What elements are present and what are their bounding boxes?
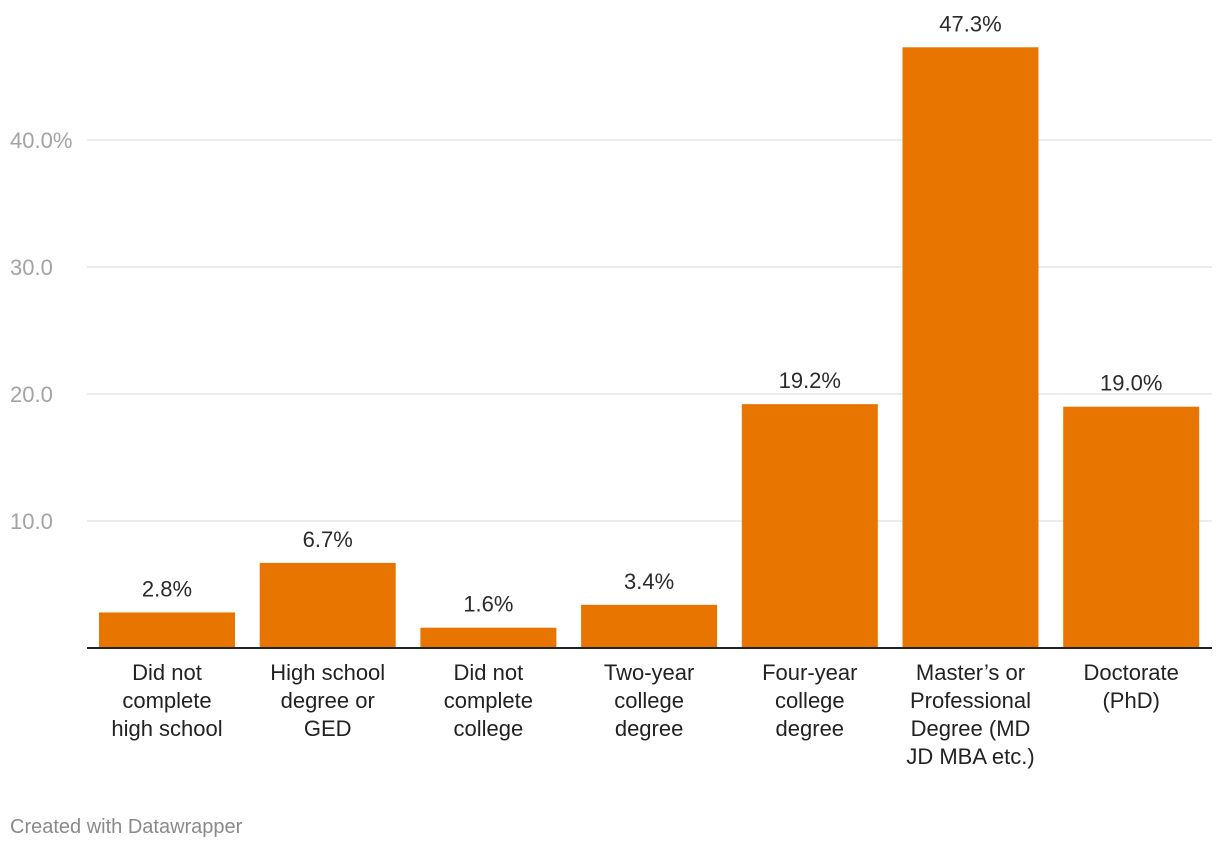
category-label-5: Four-year college degree: [762, 660, 857, 741]
category-label-line: degree: [615, 716, 684, 741]
value-label-1: 2.8%: [142, 576, 192, 601]
category-label-line: degree or: [281, 688, 375, 713]
y-tick-label: 40.0%: [10, 128, 72, 153]
bar-2: [259, 562, 396, 648]
category-label-line: Two-year: [604, 660, 694, 685]
category-label-line: high school: [111, 716, 222, 741]
category-label-4: Two-year college degree: [604, 660, 694, 741]
category-label-line: complete: [122, 688, 211, 713]
bar-1: [99, 612, 235, 648]
category-label-line: college: [775, 688, 845, 713]
bar-3: [420, 627, 557, 648]
category-label-line: JD MBA etc.): [906, 744, 1034, 769]
category-label-7: Doctorate (PhD): [1084, 660, 1179, 713]
category-label-line: college: [454, 716, 524, 741]
category-labels: Did not complete high school High school deg…: [111, 660, 1179, 769]
category-label-line: (PhD): [1102, 688, 1159, 713]
category-label-line: complete: [444, 688, 533, 713]
gridlines: [87, 139, 1212, 522]
category-label-line: Professional: [910, 688, 1031, 713]
value-label-7: 19.0%: [1100, 371, 1162, 396]
category-label-line: Did not: [454, 660, 524, 685]
category-label-3: Did not complete college: [444, 660, 533, 741]
bar-6: [902, 47, 1039, 649]
category-label-line: Doctorate: [1084, 660, 1179, 685]
category-label-line: college: [614, 688, 684, 713]
category-label-6: Master’s or Professional Degree (MD JD MBA …: [906, 660, 1034, 769]
value-label-6: 47.3%: [939, 11, 1001, 36]
bar-7: [1063, 406, 1200, 648]
category-label-line: Degree (MD: [911, 716, 1031, 741]
y-tick-label: 20.0: [10, 382, 53, 407]
category-label-line: GED: [304, 716, 352, 741]
bar-4: [581, 604, 718, 648]
bars: [99, 47, 1200, 649]
category-label-line: degree: [776, 716, 845, 741]
category-label-line: Master’s or: [916, 660, 1025, 685]
category-label-line: Did not: [132, 660, 202, 685]
bar-5: [741, 404, 878, 648]
category-label-2: High school degree or GED: [270, 660, 385, 741]
y-tick-label: 30.0: [10, 255, 53, 280]
category-label-line: High school: [270, 660, 385, 685]
value-label-2: 6.7%: [303, 527, 353, 552]
category-label-1: Did not complete high school: [111, 660, 222, 741]
y-tick-label: 10.0: [10, 509, 53, 534]
value-label-4: 3.4%: [624, 569, 674, 594]
y-axis-ticks: 10.0 20.0 30.0 40.0%: [10, 128, 72, 534]
datawrapper-credit: Created with Datawrapper: [10, 816, 243, 838]
category-label-line: Four-year: [762, 660, 857, 685]
value-labels: 2.8% 6.7% 1.6% 3.4% 19.2% 47.3% 19.0%: [142, 11, 1162, 616]
value-label-5: 19.2%: [779, 368, 841, 393]
value-label-3: 1.6%: [463, 592, 513, 617]
